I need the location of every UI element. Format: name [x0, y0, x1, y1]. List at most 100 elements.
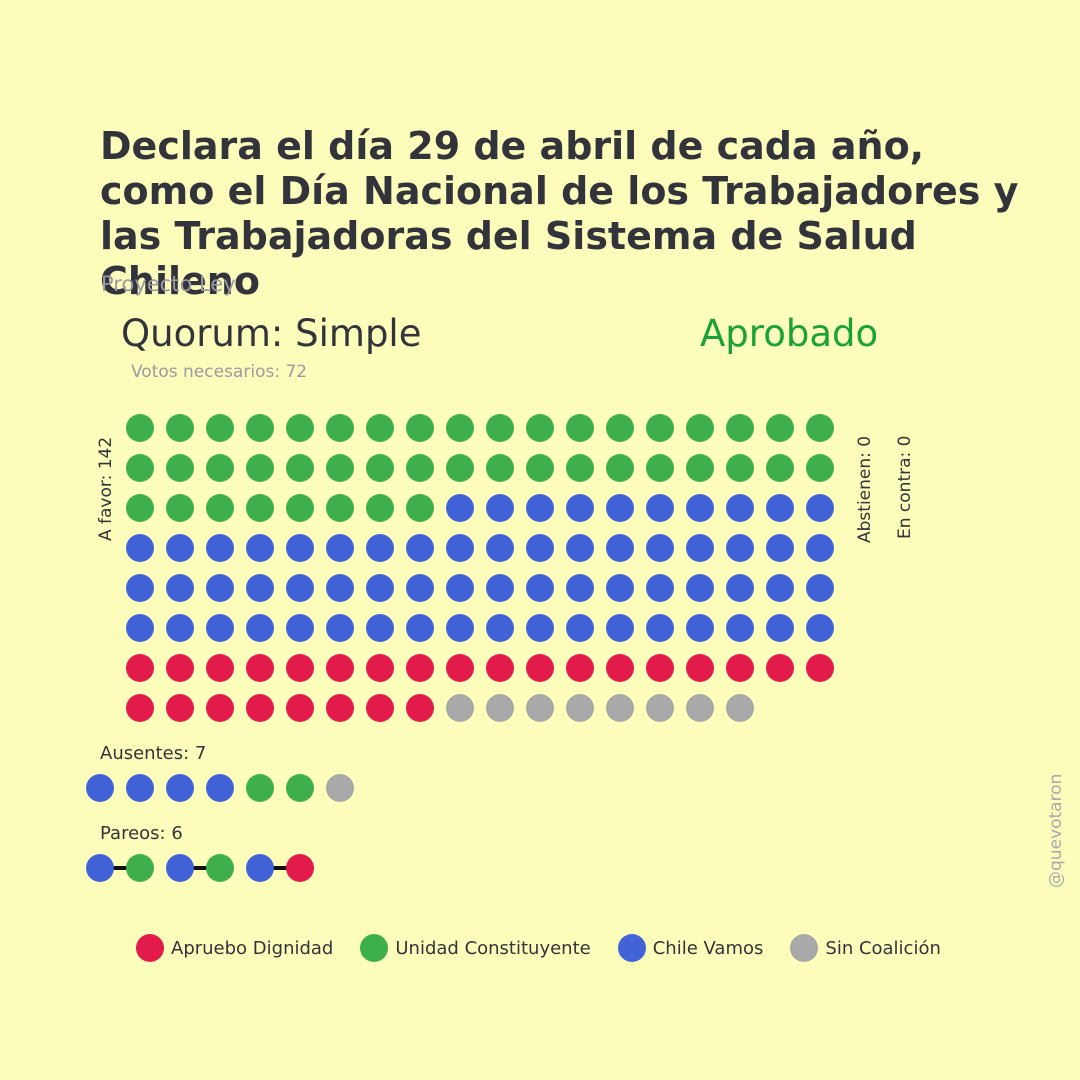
vote-dot — [526, 494, 554, 522]
vote-dot — [766, 534, 794, 562]
vote-dot — [406, 694, 434, 722]
vote-dot — [286, 454, 314, 482]
vote-dot — [526, 414, 554, 442]
vote-dot — [446, 614, 474, 642]
vote-dot — [446, 414, 474, 442]
vote-dot — [566, 694, 594, 722]
vote-dot — [806, 654, 834, 682]
vote-dot — [286, 694, 314, 722]
vote-dot — [726, 694, 754, 722]
legend-item: Sin Coalición — [790, 934, 941, 962]
vote-dot — [406, 654, 434, 682]
vote-dot — [166, 614, 194, 642]
vote-dot — [406, 614, 434, 642]
absent-label: Ausentes: 7 — [100, 743, 207, 764]
vote-dot — [326, 414, 354, 442]
vote-dot — [766, 494, 794, 522]
vote-dot — [526, 614, 554, 642]
legend-swatch — [790, 934, 819, 962]
vote-dot — [566, 534, 594, 562]
absent-dot — [286, 774, 314, 802]
pair-dot — [166, 854, 194, 882]
chart-subtitle: Proyecto Ley — [101, 272, 236, 296]
vote-dot — [406, 574, 434, 602]
legend-item: Chile Vamos — [617, 934, 763, 962]
vote-dot — [206, 654, 234, 682]
vote-dot — [646, 574, 674, 602]
vote-dot — [486, 654, 514, 682]
vote-dot — [806, 534, 834, 562]
vote-dot — [366, 414, 394, 442]
vote-dot — [606, 534, 634, 562]
pair-dot — [286, 854, 314, 882]
vote-dot — [286, 614, 314, 642]
legend-swatch — [617, 934, 646, 962]
vote-dot — [446, 694, 474, 722]
pair-dot — [126, 854, 154, 882]
vote-dot — [126, 414, 154, 442]
vote-dot — [726, 494, 754, 522]
vote-dot — [726, 414, 754, 442]
vote-dot — [246, 654, 274, 682]
vote-dot — [646, 454, 674, 482]
vote-dot — [606, 654, 634, 682]
vote-dot — [366, 534, 394, 562]
vote-dot — [286, 414, 314, 442]
vote-dot — [486, 614, 514, 642]
vote-dot — [286, 574, 314, 602]
absent-dot — [246, 774, 274, 802]
votes-needed: Votos necesarios: 72 — [131, 362, 308, 382]
vote-dot — [766, 654, 794, 682]
vote-dot — [206, 614, 234, 642]
chart-title: Declara el día 29 de abril de cada año, … — [100, 124, 1019, 303]
vote-dot — [246, 454, 274, 482]
vote-dot — [726, 574, 754, 602]
vote-dot — [806, 574, 834, 602]
vote-dot — [806, 614, 834, 642]
credit-handle: @quevotaron — [1046, 773, 1066, 888]
vote-dot — [486, 574, 514, 602]
vote-dot — [606, 614, 634, 642]
vote-dot — [726, 654, 754, 682]
vote-dot — [686, 534, 714, 562]
vote-dot — [166, 534, 194, 562]
pair-dot — [86, 854, 114, 882]
vote-dot — [446, 494, 474, 522]
pair-dot — [246, 854, 274, 882]
vote-dot — [606, 574, 634, 602]
vote-dot — [206, 574, 234, 602]
vote-dot — [246, 574, 274, 602]
vote-dot — [686, 454, 714, 482]
absent-dot — [326, 774, 354, 802]
favor-count-label: A favor: 142 — [96, 436, 116, 541]
vote-dot — [126, 574, 154, 602]
absent-dot — [86, 774, 114, 802]
vote-dot — [326, 694, 354, 722]
vote-dot — [526, 694, 554, 722]
vote-dot — [766, 574, 794, 602]
vote-dot — [806, 414, 834, 442]
vote-dot — [806, 454, 834, 482]
vote-dot — [366, 494, 394, 522]
vote-dot — [206, 454, 234, 482]
vote-dot — [526, 654, 554, 682]
vote-dot — [566, 454, 594, 482]
vote-dot — [366, 694, 394, 722]
vote-dot — [686, 414, 714, 442]
absent-dot — [166, 774, 194, 802]
vote-dot — [526, 534, 554, 562]
vote-dot — [286, 494, 314, 522]
vote-dot — [126, 454, 154, 482]
vote-dot — [726, 534, 754, 562]
vote-dot — [166, 414, 194, 442]
vote-dot — [406, 454, 434, 482]
vote-dot — [646, 414, 674, 442]
vote-dot — [446, 534, 474, 562]
vote-dot — [686, 494, 714, 522]
vote-dot — [486, 494, 514, 522]
vote-dot — [286, 534, 314, 562]
vote-dot — [326, 614, 354, 642]
vote-dot — [566, 654, 594, 682]
vote-dot — [406, 494, 434, 522]
vote-dot — [246, 534, 274, 562]
